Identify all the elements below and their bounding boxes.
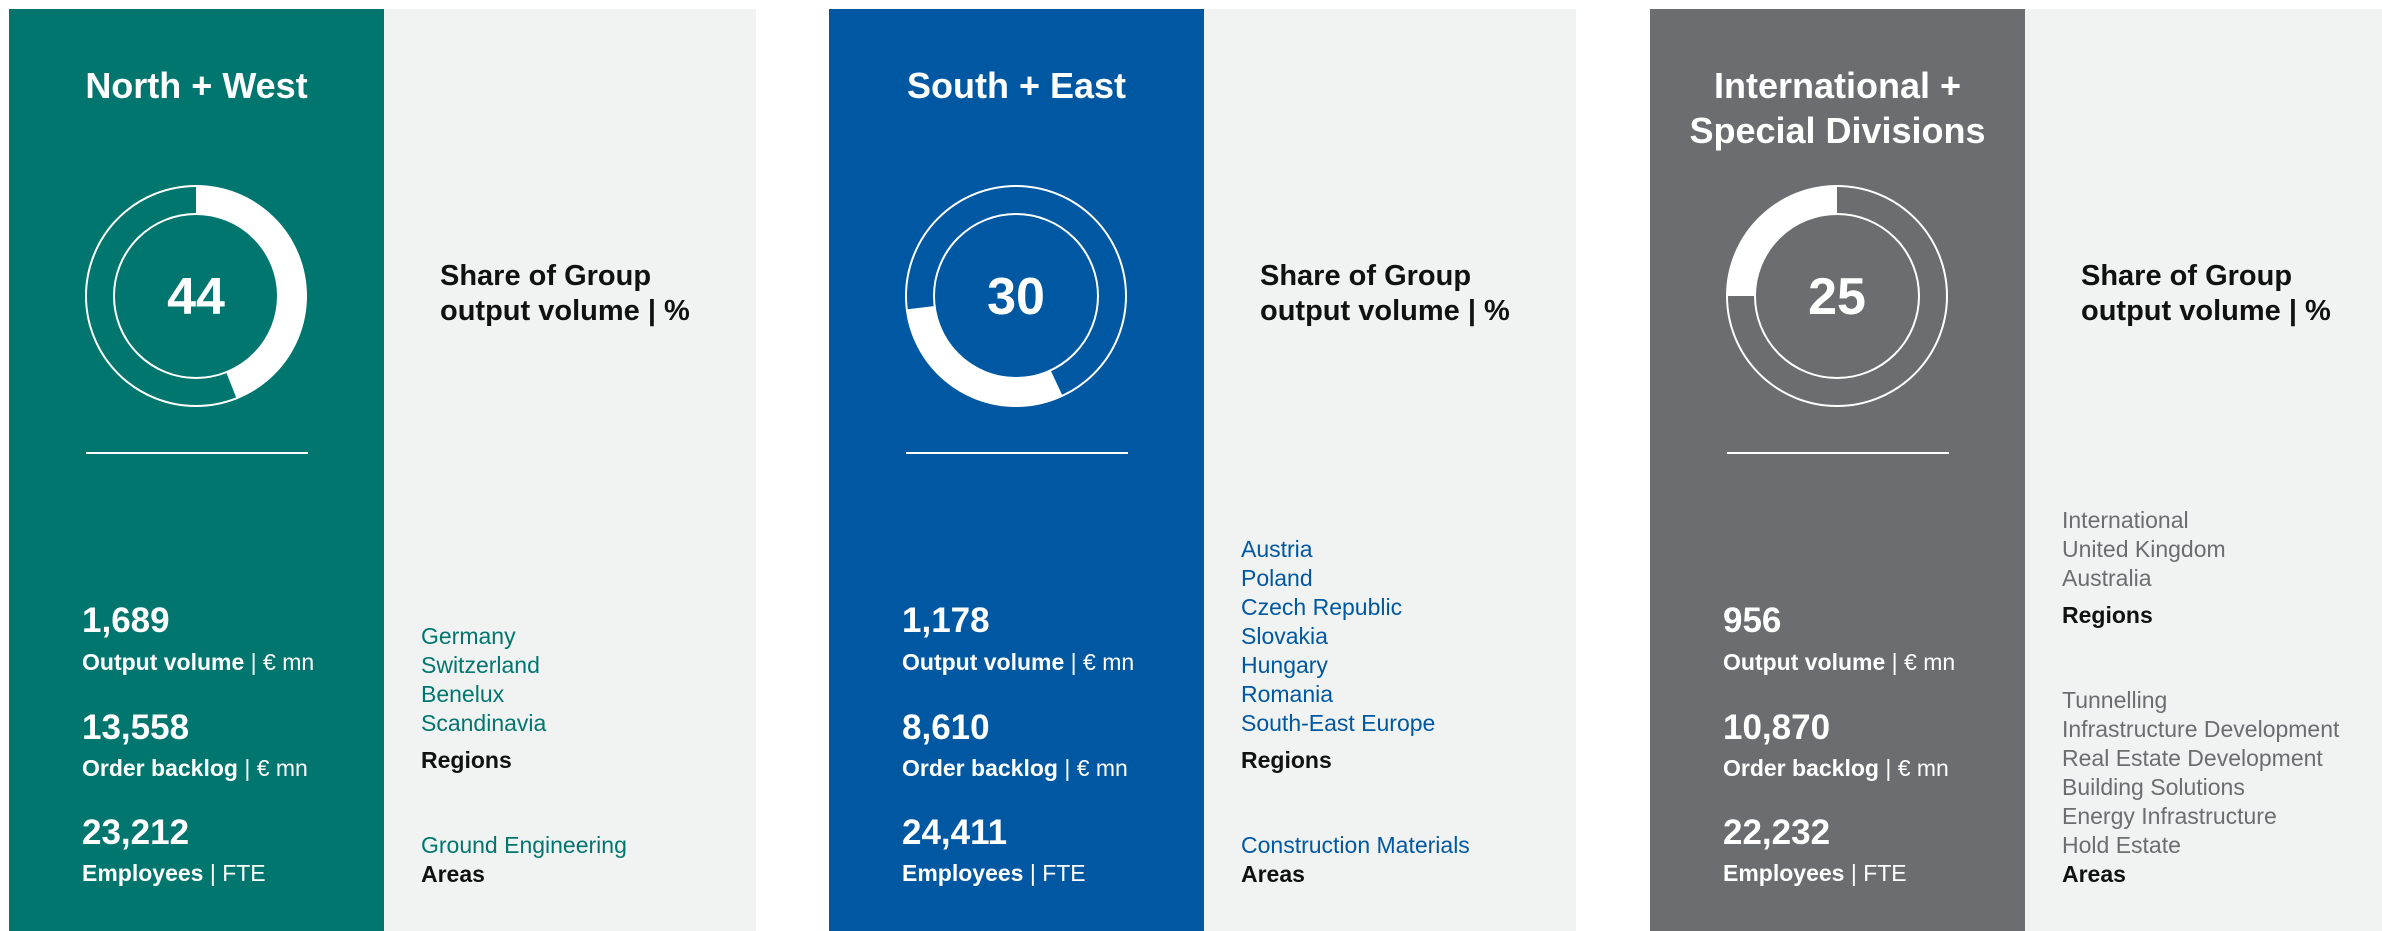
area-item: Tunnelling xyxy=(2062,687,2168,713)
division-panel: International + Special Divisions 25 956 Ou… xyxy=(1650,9,2025,931)
region-item: Poland xyxy=(1241,565,1313,591)
stat-label: Order backlog | € mn xyxy=(82,755,308,782)
stat-label: Order backlog | € mn xyxy=(1723,755,1949,782)
stat-label: Output volume | € mn xyxy=(902,649,1134,676)
stat-value: 22,232 xyxy=(1723,813,1831,852)
stat-value: 23,212 xyxy=(82,813,190,852)
area-item: Infrastructure Development xyxy=(2062,716,2340,742)
stat-unit: | FTE xyxy=(1850,860,1907,886)
stat-name: Order backlog xyxy=(1723,755,1879,781)
stat-name: Employees xyxy=(902,860,1024,886)
share-label: Share of Group output volume | % xyxy=(2081,260,2331,327)
division-details: Share of Group output volume | % Areas Con… xyxy=(1204,9,1576,931)
region-item: Benelux xyxy=(421,681,505,707)
stat-name: Employees xyxy=(1723,860,1845,886)
stat-label: Output volume | € mn xyxy=(1723,649,1955,676)
stat-name: Order backlog xyxy=(902,755,1058,781)
areas-heading: Areas xyxy=(1241,861,1305,887)
share-label: Share of Group output volume | % xyxy=(440,260,690,327)
share-value: 30 xyxy=(987,268,1045,326)
region-item: Germany xyxy=(421,623,516,649)
stat-unit: | € mn xyxy=(1064,755,1128,781)
stat-value: 956 xyxy=(1723,601,1782,640)
area-item: Construction Materials xyxy=(1241,832,1470,858)
areas-heading: Areas xyxy=(2062,861,2126,887)
region-item: Australia xyxy=(2062,565,2152,591)
region-item: International xyxy=(2062,507,2189,533)
stat-name: Order backlog xyxy=(82,755,238,781)
stat-unit: | € mn xyxy=(250,649,315,675)
regions-heading: Regions xyxy=(2062,602,2153,628)
division-title: North + West xyxy=(85,65,308,106)
share-value: 44 xyxy=(167,268,225,326)
stat-value: 1,689 xyxy=(82,601,170,640)
region-item: Slovakia xyxy=(1241,623,1328,649)
share-arc xyxy=(906,305,1063,406)
region-item: Czech Republic xyxy=(1241,594,1403,620)
stat-unit: | € mn xyxy=(1891,649,1956,675)
division-details: Share of Group output volume | % Areas Gro… xyxy=(384,9,756,931)
stat-unit: | FTE xyxy=(1029,860,1086,886)
share-arc xyxy=(195,186,306,399)
stat-label: Order backlog | € mn xyxy=(902,755,1128,782)
region-item: South-East Europe xyxy=(1241,710,1436,736)
stat-value: 24,411 xyxy=(902,813,1008,852)
share-value: 25 xyxy=(1808,268,1866,326)
area-item: Ground Engineering xyxy=(421,832,627,858)
division-panel: North + West 44 1,689 Output volume | € mn 1… xyxy=(9,9,384,931)
stat-unit: | € mn xyxy=(1070,649,1135,675)
stat-value: 8,610 xyxy=(902,708,990,747)
stat-unit: | FTE xyxy=(209,860,266,886)
area-item: Hold Estate xyxy=(2062,832,2181,858)
donut: 25 xyxy=(1726,185,1949,454)
stat-label: Employees | FTE xyxy=(82,860,266,887)
division-title: International + Special Divisions xyxy=(1689,65,1986,151)
region-item: Austria xyxy=(1241,536,1313,562)
stat-value: 10,870 xyxy=(1723,708,1831,747)
stat-name: Output volume xyxy=(82,649,245,675)
division-title: South + East xyxy=(906,65,1127,106)
regions-heading: Regions xyxy=(1241,747,1332,773)
area-item: Building Solutions xyxy=(2062,774,2245,800)
stat-label: Output volume | € mn xyxy=(82,649,314,676)
donut: 30 xyxy=(905,185,1128,454)
region-item: United Kingdom xyxy=(2062,536,2226,562)
areas-heading: Areas xyxy=(421,861,485,887)
stat-unit: | € mn xyxy=(1885,755,1949,781)
stat-value: 1,178 xyxy=(902,601,990,640)
area-item: Real Estate Development xyxy=(2062,745,2323,771)
stat-name: Output volume xyxy=(1723,649,1886,675)
stat-unit: | € mn xyxy=(244,755,308,781)
region-item: Romania xyxy=(1241,681,1334,707)
stat-label: Employees | FTE xyxy=(1723,860,1907,887)
region-item: Switzerland xyxy=(421,652,540,678)
stat-value: 13,558 xyxy=(82,708,190,747)
stat-label: Employees | FTE xyxy=(902,860,1086,887)
stat-name: Employees xyxy=(82,860,204,886)
region-item: Hungary xyxy=(1241,652,1328,678)
division-panel: South + East 30 1,178 Output volume | € mn 8… xyxy=(829,9,1204,931)
share-label: Share of Group output volume | % xyxy=(1260,260,1510,327)
region-item: Scandinavia xyxy=(421,710,547,736)
donut: 44 xyxy=(85,185,308,454)
donut-inner-ring xyxy=(933,213,1099,379)
division-details: Share of Group output volume | % Areas Tun… xyxy=(2025,9,2382,931)
stat-name: Output volume xyxy=(902,649,1065,675)
area-item: Energy Infrastructure xyxy=(2062,803,2277,829)
share-arc xyxy=(1727,186,1838,297)
regions-heading: Regions xyxy=(421,747,512,773)
